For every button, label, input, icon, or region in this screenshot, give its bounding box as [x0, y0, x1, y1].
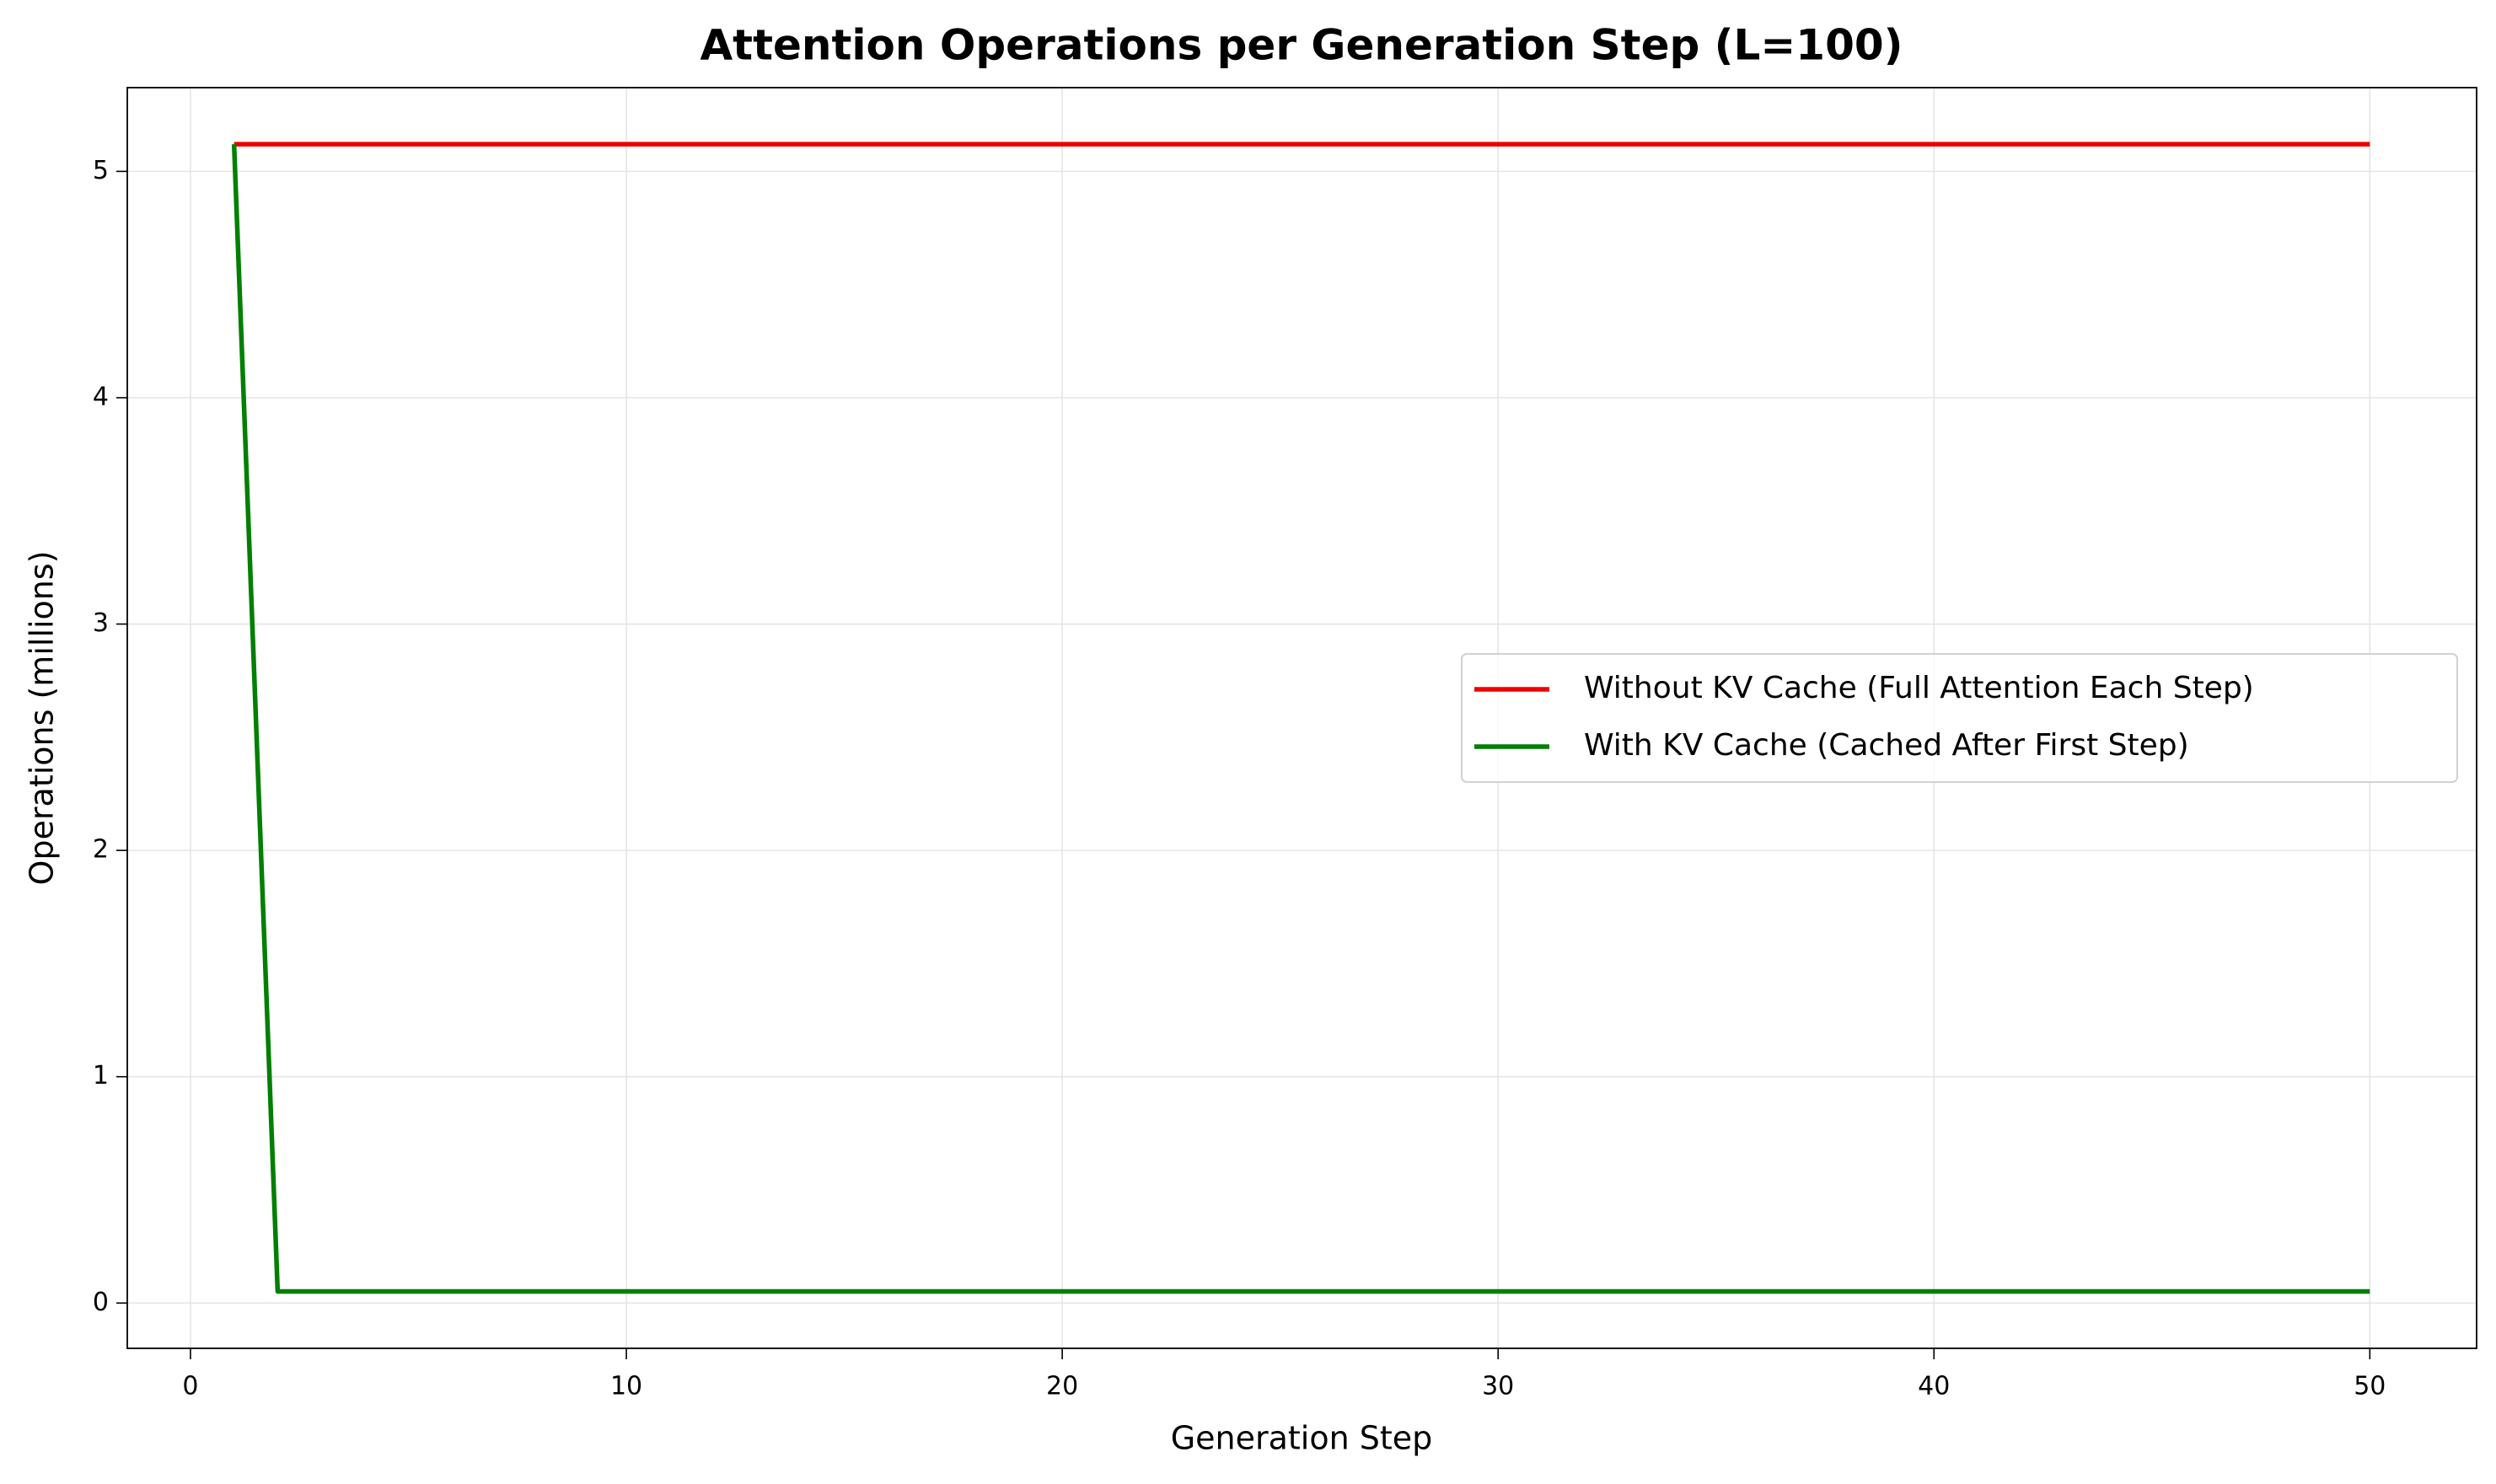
y-tick-label: 0 [93, 1288, 109, 1317]
plot-frame [126, 87, 2477, 1349]
y-axis-label: Operations (millions) [24, 550, 61, 885]
x-tick-label: 10 [610, 1372, 642, 1401]
legend-label: With KV Cache (Cached After First Step) [1584, 728, 2189, 763]
x-tick-label: 30 [1482, 1372, 1514, 1401]
y-tick-label: 3 [93, 608, 109, 638]
y-tick-label: 4 [93, 382, 109, 411]
x-tick-label: 50 [2354, 1372, 2386, 1401]
data-line [231, 144, 2370, 1294]
legend: Without KV Cache (Full Attention Each St… [1461, 653, 2458, 783]
chart-title: Attention Operations per Generation Step… [700, 21, 1903, 70]
x-tick-label: 20 [1046, 1372, 1078, 1401]
x-tick-label: 40 [1918, 1372, 1950, 1401]
x-tick-label: 0 [182, 1372, 198, 1401]
x-axis-label: Generation Step [1171, 1420, 1433, 1457]
legend-label: Without KV Cache (Full Attention Each St… [1584, 671, 2254, 705]
legend-box [1461, 653, 2458, 783]
y-tick-label: 1 [93, 1061, 109, 1090]
y-tick-label: 5 [93, 156, 109, 185]
y-tick-label: 2 [93, 835, 109, 865]
